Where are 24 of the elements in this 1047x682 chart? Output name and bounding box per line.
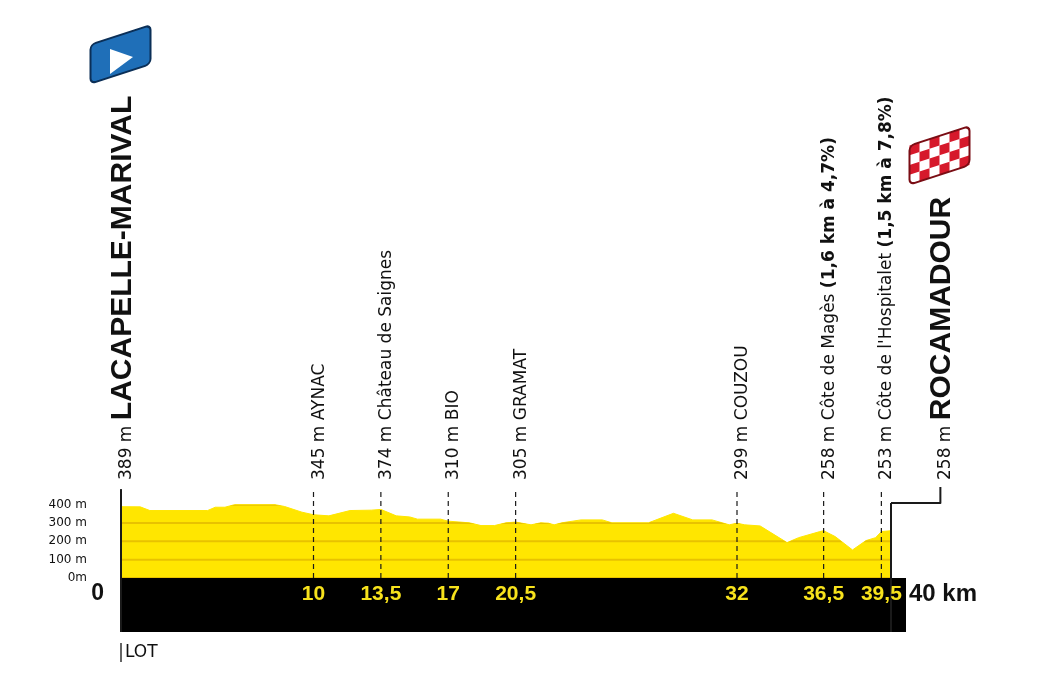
y-tick-label: 400 m — [48, 496, 87, 511]
ref-line-label: 345 m AYNAC — [307, 363, 328, 480]
ref-line-label: 310 m BIO — [442, 390, 463, 480]
x-tick-label: 32 — [725, 580, 749, 604]
x-tick-label: 13,5 — [360, 580, 402, 604]
ref-line-label: 389 m LACAPELLE-MARIVAL — [104, 95, 137, 480]
ref-line-label: 305 m GRAMAT — [509, 348, 530, 480]
y-tick-label: 200 m — [48, 533, 87, 548]
y-tick-label: 100 m — [48, 551, 87, 566]
y-tick-label: 300 m — [48, 515, 87, 530]
x-tick-label: 10 — [301, 580, 326, 604]
y-tick-label: 0m — [67, 570, 87, 585]
x-tick-label: 20,5 — [495, 580, 537, 604]
text: 0 — [91, 579, 104, 606]
ref-line-label: 258 m Côte de Magès (1,6 km à 4,7%) — [817, 137, 838, 480]
ref-line-label: 253 m Côte de l'Hospitalet (1,5 km à 7,8%) — [875, 96, 896, 480]
text: 40 km — [909, 578, 978, 606]
ref-line-label: 374 m Château de Saignes — [374, 249, 395, 480]
x-tick-label: 17 — [436, 580, 460, 604]
x-tick-label: 36,5 — [803, 580, 845, 604]
x-tick-label: 39,5 — [860, 580, 903, 604]
ref-line-label: 299 m COUZOU — [731, 345, 751, 480]
text: LOT — [125, 641, 159, 662]
ref-line-label: 258 m ROCAMADOUR — [923, 196, 957, 480]
